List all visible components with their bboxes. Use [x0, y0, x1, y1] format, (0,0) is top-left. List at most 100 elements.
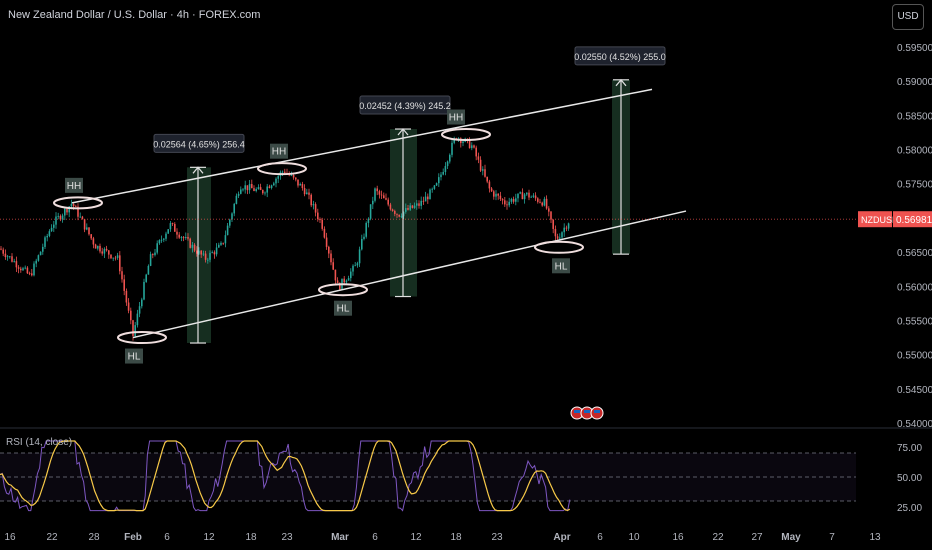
candle-body: [209, 252, 211, 260]
candle-body: [396, 213, 398, 215]
swing-ellipse: [534, 240, 584, 254]
time-tick-label: Mar: [331, 532, 349, 543]
candle-body: [378, 191, 381, 195]
candle-body: [90, 234, 92, 239]
measure-label: 0.02550 (4.52%) 255.0: [574, 52, 666, 62]
swing-label-box: [447, 109, 465, 125]
candle-body: [110, 254, 112, 259]
candle-body: [132, 320, 134, 336]
candle-body: [295, 177, 297, 180]
candle-body: [169, 223, 172, 230]
candle-body: [207, 259, 209, 261]
candle-body: [284, 171, 286, 173]
candle-body: [44, 237, 46, 247]
candle-body: [374, 188, 376, 201]
candle-body: [198, 250, 200, 254]
candle-body: [72, 203, 75, 207]
candle-body: [380, 194, 383, 196]
candle-body: [545, 198, 548, 209]
candle-body: [255, 189, 257, 192]
candle-body: [510, 199, 513, 202]
candle-body: [532, 195, 535, 197]
candle-body: [424, 196, 427, 202]
candle-body: [233, 203, 235, 214]
candle-body: [202, 253, 205, 255]
candle-body: [248, 184, 251, 191]
candle-body: [517, 193, 519, 199]
candle-body: [277, 176, 279, 179]
time-tick-label: 7: [829, 532, 835, 543]
candle-body: [154, 252, 156, 256]
candle-body: [339, 283, 341, 290]
candle-body: [429, 189, 431, 200]
candle-body: [325, 237, 328, 247]
candle-body: [88, 227, 90, 235]
candle-body: [471, 145, 473, 149]
candle-body: [352, 265, 354, 272]
candle-body: [268, 186, 271, 188]
candle-body: [504, 200, 506, 205]
candle-body: [163, 238, 165, 240]
candle-body: [446, 161, 449, 167]
candle-body: [310, 194, 312, 206]
candle-body: [156, 243, 158, 253]
candle-body: [42, 246, 44, 252]
candle-body: [171, 223, 174, 225]
candle-body: [290, 174, 293, 176]
candle-body: [141, 299, 143, 307]
rsi-tick-label: 25.00: [897, 503, 922, 514]
candle-body: [442, 172, 444, 175]
candle-body: [319, 219, 321, 220]
candle-body: [372, 200, 374, 205]
candle-body: [479, 159, 482, 171]
candle-body: [521, 192, 524, 200]
candle-body: [495, 193, 497, 197]
candle-body: [499, 195, 502, 200]
candle-body: [508, 201, 510, 206]
candle-body: [244, 185, 246, 190]
candle-body: [475, 147, 477, 157]
candle-body: [435, 183, 438, 186]
candle-body: [178, 234, 180, 238]
candle-body: [266, 186, 268, 193]
time-tick-label: 22: [712, 532, 724, 543]
candle-body: [26, 267, 29, 274]
candle-body: [176, 231, 178, 235]
candle-body: [200, 250, 202, 255]
swing-ellipse: [318, 283, 368, 297]
candle-body: [334, 269, 337, 281]
candle-body: [220, 242, 222, 245]
time-axis: 16 22 28 Feb 6 12 18 23 Mar 6 12 18 23 Apr 6 10 16 22 27 Ma…: [4, 532, 881, 543]
candle-body: [526, 192, 528, 195]
candle-body: [438, 177, 440, 184]
candle-body: [11, 256, 13, 262]
candle-body: [365, 222, 367, 237]
currency-button[interactable]: USD: [892, 4, 924, 30]
candle-body: [413, 205, 416, 208]
time-tick-label: 16: [672, 532, 684, 543]
rsi-line: [0, 440, 571, 512]
candle-body: [35, 260, 37, 264]
time-tick-label: 12: [410, 532, 422, 543]
candle-body: [101, 251, 103, 254]
candle-body: [462, 141, 464, 144]
candle-body: [420, 200, 422, 206]
candle-body: [46, 235, 48, 238]
candle-body: [55, 216, 57, 225]
candle-body: [15, 261, 18, 268]
measure-arrowhead: [615, 78, 627, 87]
channel-upper-line: [71, 88, 653, 204]
candle-body: [218, 244, 220, 248]
swing-label: HL: [128, 352, 141, 363]
candle-body: [497, 193, 499, 196]
candle-body: [482, 169, 484, 171]
candle-body: [314, 204, 317, 213]
rsi-label: RSI (14, close): [6, 437, 73, 448]
candle-body: [444, 166, 447, 173]
candle-body: [193, 244, 196, 251]
candle-body: [75, 206, 77, 207]
candle-body: [405, 208, 407, 212]
candle-body: [174, 224, 176, 232]
candle-body: [125, 290, 128, 303]
